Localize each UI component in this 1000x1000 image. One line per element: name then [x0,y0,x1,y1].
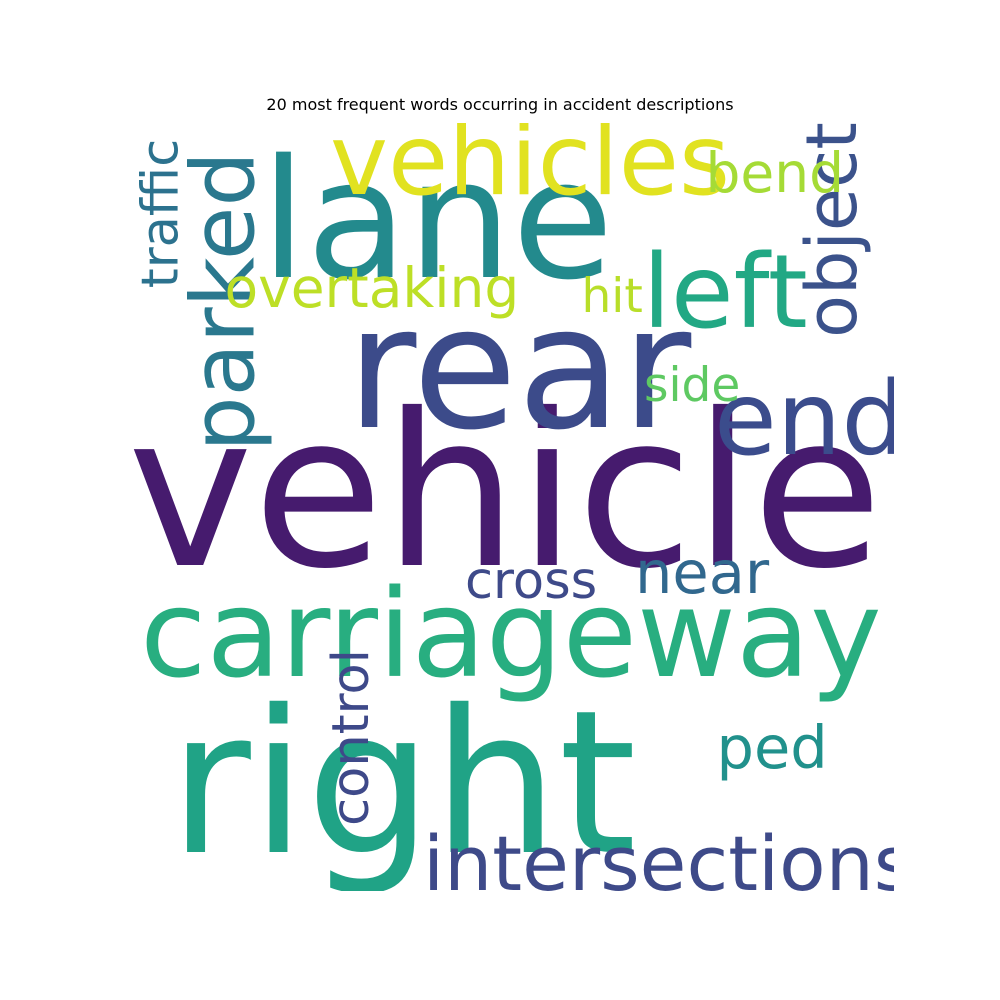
word-cloud-area: vehicle right rear lane carriageway end left ve… [126,123,895,892]
cloud-word-near: near [635,537,770,607]
cloud-word-overtaking: overtaking [224,255,520,320]
cloud-word-hit: hit [581,268,643,324]
cloud-word-traffic: traffic [131,138,191,288]
cloud-word-vehicles: vehicles [330,123,731,218]
chart-title: 20 most frequent words occurring in acci… [266,95,734,114]
cloud-word-end: end [714,360,894,479]
cloud-word-carriageway: carriageway [140,563,882,705]
cloud-word-left: left [642,233,808,352]
cloud-word-bend: bend [705,140,845,205]
cloud-word-ped: ped [716,712,828,782]
cloud-word-control: control [321,648,381,826]
cloud-word-cross: cross [465,551,598,611]
cloud-word-lane: lane [260,123,614,316]
cloud-word-side: side [644,357,741,413]
cloud-word-intersections: intersections [423,819,894,892]
cloud-word-vehicle: vehicle [127,368,883,615]
cloud-word-right: right [169,666,637,891]
cloud-word-rear: rear [346,270,692,468]
